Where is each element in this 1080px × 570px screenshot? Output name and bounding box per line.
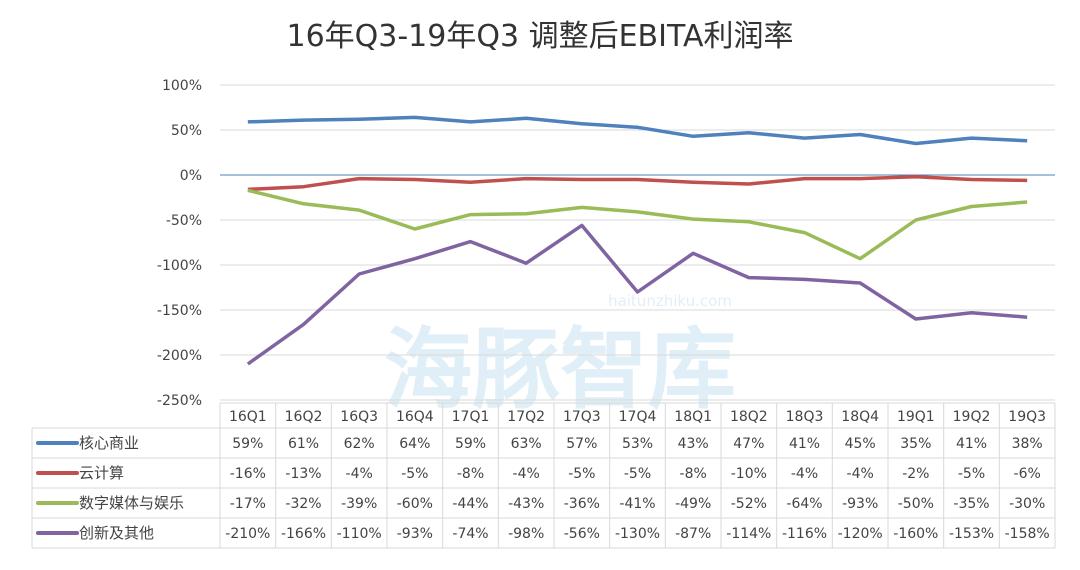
data-label: -130% (615, 526, 660, 542)
legend-label: 云计算 (79, 464, 124, 482)
data-label: 43% (678, 436, 709, 452)
data-label: -4% (847, 466, 874, 482)
data-label: -5% (624, 466, 651, 482)
x-tick-label: 16Q1 (229, 409, 267, 425)
watermark-url: haitunzhiku.com (608, 292, 732, 310)
data-label: -158% (1005, 526, 1050, 542)
data-label: 53% (622, 436, 653, 452)
x-tick-label: 17Q2 (507, 409, 545, 425)
data-label: 57% (566, 436, 597, 452)
data-label: -74% (452, 526, 488, 542)
data-label: 64% (399, 436, 430, 452)
data-label: -4% (346, 466, 373, 482)
y-tick-label: 50% (171, 123, 202, 139)
data-label: 45% (845, 436, 876, 452)
data-label: -2% (902, 466, 929, 482)
data-label: 35% (900, 436, 931, 452)
y-tick-label: 0% (180, 168, 202, 184)
data-label: -93% (397, 526, 433, 542)
data-label: -116% (782, 526, 827, 542)
data-label: -8% (680, 466, 707, 482)
data-label: -50% (898, 496, 934, 512)
x-tick-label: 18Q3 (786, 409, 824, 425)
y-tick-label: -250% (157, 393, 202, 409)
data-label: -36% (564, 496, 600, 512)
y-tick-label: -150% (157, 303, 202, 319)
y-tick-label: -100% (157, 258, 202, 274)
data-label: -120% (838, 526, 883, 542)
data-label: -16% (230, 466, 266, 482)
watermark: 海豚智库 haitunzhiku.com (384, 292, 736, 421)
x-tick-label: 18Q2 (730, 409, 768, 425)
data-label: 41% (789, 436, 820, 452)
x-tick-label: 18Q4 (841, 409, 879, 425)
data-label: 38% (1012, 436, 1043, 452)
y-tick-label: -200% (157, 348, 202, 364)
data-label: -17% (230, 496, 266, 512)
data-label: -87% (675, 526, 711, 542)
data-label: -32% (285, 496, 321, 512)
chart-title: 16年Q3-19年Q3 调整后EBITA利润率 (286, 19, 793, 54)
data-label: -5% (401, 466, 428, 482)
data-label: -43% (508, 496, 544, 512)
data-label: 59% (232, 436, 263, 452)
data-label: -5% (568, 466, 595, 482)
data-label: -114% (726, 526, 771, 542)
x-tick-label: 16Q4 (396, 409, 434, 425)
data-label: -52% (731, 496, 767, 512)
data-label: 61% (288, 436, 319, 452)
data-label: -153% (949, 526, 994, 542)
x-tick-label: 19Q3 (1008, 409, 1046, 425)
data-label: -30% (1009, 496, 1045, 512)
data-label: -39% (341, 496, 377, 512)
data-label: -56% (564, 526, 600, 542)
x-tick-label: 19Q1 (897, 409, 935, 425)
data-label: -4% (791, 466, 818, 482)
data-label: 63% (511, 436, 542, 452)
data-label: -210% (225, 526, 270, 542)
x-tick-label: 19Q2 (953, 409, 991, 425)
x-tick-label: 17Q4 (619, 409, 657, 425)
data-label: -35% (953, 496, 989, 512)
x-tick-label: 16Q3 (340, 409, 378, 425)
legend-label: 创新及其他 (79, 524, 154, 542)
x-tick-label: 16Q2 (285, 409, 323, 425)
data-label: -41% (619, 496, 655, 512)
data-label: -5% (958, 466, 985, 482)
legend-label: 核心商业 (79, 434, 139, 452)
data-label: -110% (337, 526, 382, 542)
data-label: -93% (842, 496, 878, 512)
series-line-数字媒体与娱乐 (247, 188, 1028, 261)
data-label: -64% (786, 496, 822, 512)
data-label: -13% (285, 466, 321, 482)
data-label: -10% (731, 466, 767, 482)
data-label: -8% (457, 466, 484, 482)
series-line-创新及其他 (246, 223, 1028, 366)
data-label: -49% (675, 496, 711, 512)
data-label: -60% (397, 496, 433, 512)
data-label: -44% (452, 496, 488, 512)
x-tick-label: 17Q1 (452, 409, 490, 425)
data-label: -98% (508, 526, 544, 542)
data-label: -166% (281, 526, 326, 542)
data-label: 59% (455, 436, 486, 452)
series-line-核心商业 (247, 115, 1028, 146)
y-tick-label: 100% (162, 78, 202, 94)
data-label: -160% (893, 526, 938, 542)
watermark-logo-text: 海豚智库 (384, 318, 736, 421)
x-tick-label: 18Q1 (674, 409, 712, 425)
x-tick-label: 17Q3 (563, 409, 601, 425)
data-label: 41% (956, 436, 987, 452)
legend-label: 数字媒体与娱乐 (79, 494, 184, 512)
data-label: 47% (733, 436, 764, 452)
data-label: -6% (1014, 466, 1041, 482)
series-line-云计算 (247, 175, 1028, 192)
data-label: -4% (513, 466, 540, 482)
y-tick-label: -50% (166, 213, 202, 229)
data-label: 62% (344, 436, 375, 452)
